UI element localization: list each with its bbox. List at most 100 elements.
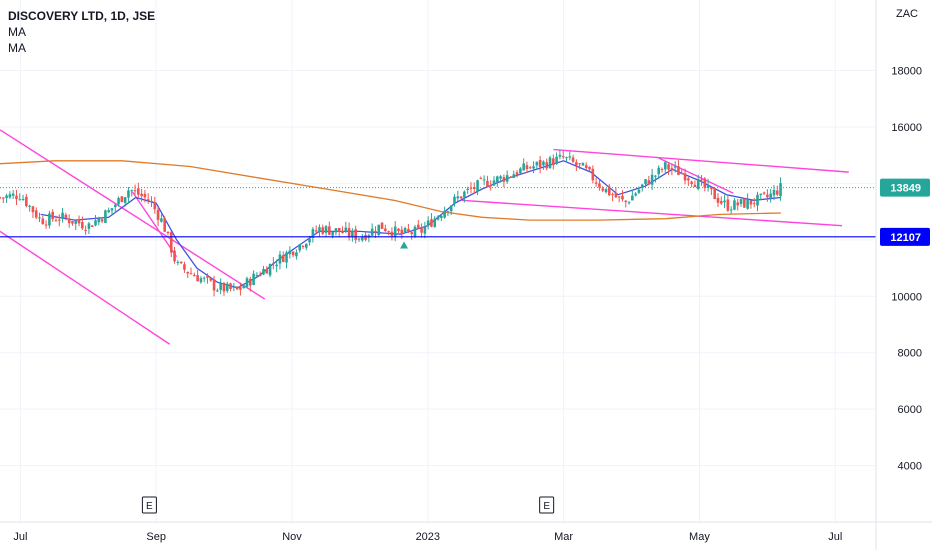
candle-body <box>775 190 779 195</box>
candle-body <box>186 271 190 274</box>
x-tick-label: Jul <box>13 531 27 543</box>
x-tick-label: Mar <box>554 531 573 543</box>
candle-body <box>196 275 199 282</box>
candle-body <box>430 219 433 227</box>
candle-body <box>357 238 361 240</box>
candle-body <box>733 200 736 210</box>
candle-body <box>390 231 394 237</box>
candle-body <box>443 210 446 218</box>
candle-body <box>558 154 562 157</box>
candle-body <box>463 191 466 198</box>
candle-body <box>640 184 644 188</box>
candle-body <box>304 243 308 248</box>
candle-body <box>759 193 763 195</box>
moving-averages <box>0 160 781 289</box>
candle-body <box>150 200 153 203</box>
candle-body <box>97 218 101 223</box>
candle-body <box>627 202 631 204</box>
candle-body <box>403 228 407 233</box>
earnings-marker-label: E <box>543 501 550 512</box>
candle-body <box>713 188 716 200</box>
trendlines <box>0 129 849 345</box>
candle-body <box>456 196 460 199</box>
candle-body <box>337 227 341 233</box>
candle-body <box>15 195 18 200</box>
candle-body <box>387 231 390 233</box>
trendline <box>0 129 266 300</box>
y-tick-label: 8000 <box>898 348 922 360</box>
trendline <box>0 230 171 345</box>
candle-body <box>308 238 311 243</box>
candle-body <box>193 275 196 277</box>
candle-body <box>41 218 45 225</box>
candle-body <box>400 229 404 234</box>
candle-body <box>762 192 766 194</box>
legend-ma-2[interactable]: MA <box>8 41 26 55</box>
horizontal-line-label: 12107 <box>890 232 921 244</box>
candle-body <box>482 179 486 181</box>
candle-body <box>502 177 506 182</box>
candle-body <box>8 194 12 198</box>
candle-body <box>479 178 483 180</box>
candle-body <box>522 163 525 171</box>
candle-body <box>377 224 381 235</box>
candle-body <box>535 161 539 166</box>
candle-body <box>90 225 94 227</box>
candle-body <box>565 157 568 159</box>
candle-body <box>169 232 173 253</box>
candle-body <box>242 286 246 289</box>
candle-body <box>601 188 605 191</box>
candle-body <box>87 223 91 229</box>
candle-body <box>100 219 104 222</box>
x-tick-label: 2023 <box>416 531 440 543</box>
candle-body <box>687 178 690 181</box>
candle-body <box>1 197 5 199</box>
candle-body <box>509 176 512 178</box>
candle-body <box>74 220 78 224</box>
x-tick-label: Jul <box>828 531 842 543</box>
candle-body <box>235 286 239 290</box>
candle-body <box>146 199 150 201</box>
candle-body <box>410 232 413 234</box>
candle-body <box>568 156 572 158</box>
candle-body <box>18 199 22 201</box>
candles <box>0 149 782 297</box>
candle-body <box>107 210 110 213</box>
candle-body <box>25 196 28 207</box>
candle-body <box>202 277 206 279</box>
trendline <box>131 191 178 258</box>
candle-body <box>216 290 219 292</box>
candle-body <box>295 252 298 257</box>
candle-body <box>552 158 555 166</box>
legend-ma-1[interactable]: MA <box>8 25 26 39</box>
candle-body <box>743 198 746 208</box>
earnings-marker <box>141 496 157 514</box>
last-price-label-bg <box>880 178 930 197</box>
candle-body <box>545 162 549 169</box>
candle-body <box>525 165 529 170</box>
candle-body <box>637 189 641 193</box>
candle-body <box>670 168 674 170</box>
candle-body <box>268 263 272 276</box>
candle-body <box>291 251 295 256</box>
ma-line <box>40 160 781 289</box>
candle-body <box>11 193 15 196</box>
candle-body <box>64 214 68 219</box>
candle-body <box>624 200 628 202</box>
candle-body <box>374 230 377 233</box>
y-tick-label: 10000 <box>891 291 922 303</box>
candle-body <box>94 220 97 226</box>
candle-body <box>673 166 677 168</box>
candle-body <box>532 166 535 169</box>
candle-body <box>113 204 117 208</box>
candle-body <box>117 198 120 205</box>
horizontal-lines <box>0 187 876 238</box>
candle-body <box>341 231 344 234</box>
chart-title: DISCOVERY LTD, 1D, JSE <box>8 9 156 23</box>
candle-body <box>212 279 216 291</box>
last-price-label: 13849 <box>890 183 921 195</box>
